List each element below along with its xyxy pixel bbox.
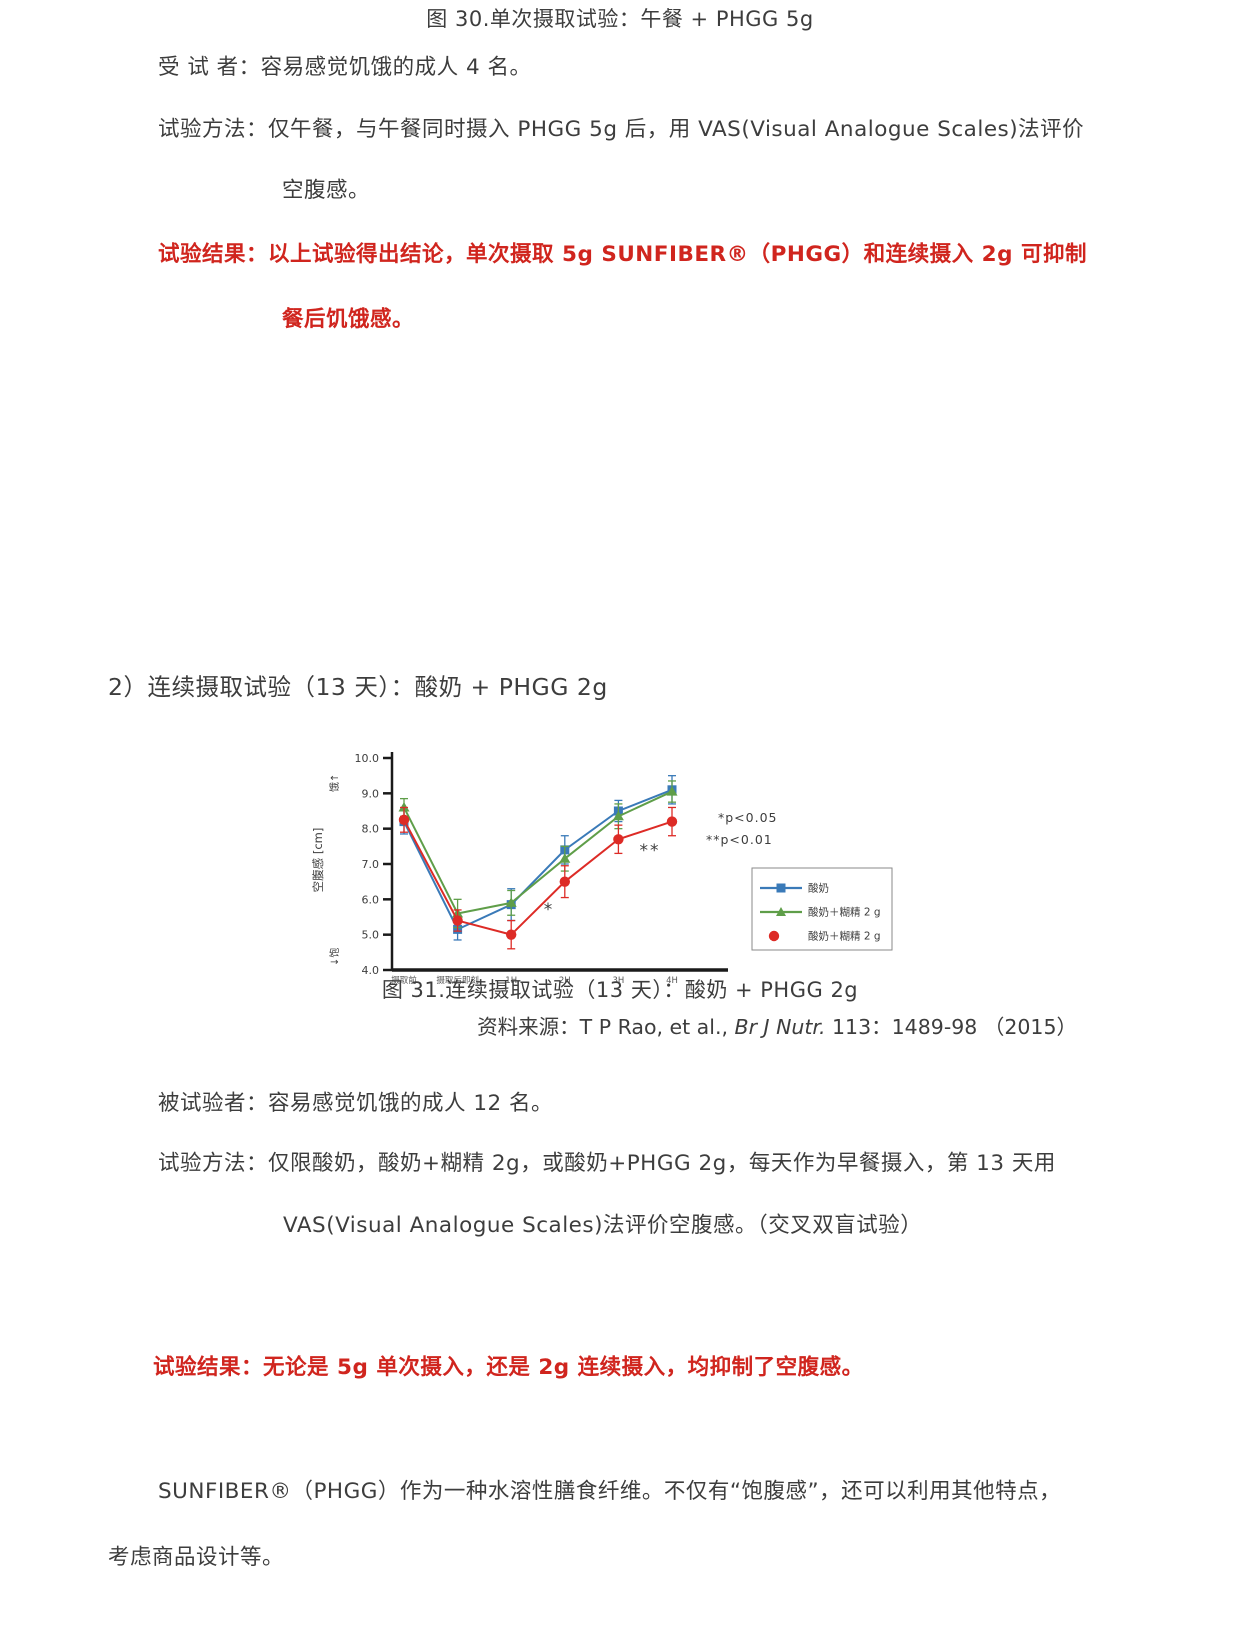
- method2-line1: 仅限酸奶，酸奶+糊精 2g，或酸奶+PHGG 2g，每天作为早餐摄入，第 13 …: [268, 1151, 1056, 1176]
- result1-row: 试验结果：以上试验得出结论，单次摄取 5g SUNFIBER®（PHGG）和连续…: [158, 237, 1087, 268]
- svg-text:8.0: 8.0: [362, 823, 380, 836]
- method2-label: 试验方法：: [158, 1151, 269, 1176]
- subjects1-text: 容易感觉饥饿的成人 4 名。: [260, 55, 532, 80]
- series-1: [398, 780, 678, 929]
- result1-label: 试验结果：: [158, 242, 269, 267]
- source-post: 113：1489-98 （2015）: [825, 1015, 1077, 1039]
- source-line: 资料来源：T P Rao, et al., Br J Nutr. 113：148…: [477, 1010, 1077, 1040]
- closing-line2: 考虑商品设计等。: [108, 1545, 285, 1570]
- svg-text:*: *: [544, 900, 553, 920]
- x-tick-label: 摄取前: [391, 975, 417, 986]
- significance-annotations: *p<0.05**p<0.01***: [544, 810, 778, 920]
- svg-text:6.0: 6.0: [362, 893, 380, 906]
- svg-text:酸奶: 酸奶: [808, 882, 829, 895]
- section2-heading: 2）连续摄取试验（13 天）：酸奶 + PHGG 2g: [108, 673, 608, 701]
- series-2: [398, 806, 678, 950]
- fig31-caption: 图 31.连续摄取试验（13 天）：酸奶 + PHGG 2g: [381, 978, 859, 1002]
- result1-line1: 以上试验得出结论，单次摄取 5g SUNFIBER®（PHGG）和连续摄入 2g…: [268, 242, 1087, 267]
- svg-text:5.0: 5.0: [362, 929, 380, 942]
- result1-line2: 餐后饥饿感。: [282, 307, 415, 332]
- svg-text:7.0: 7.0: [362, 858, 380, 871]
- method1-line1: 仅午餐，与午餐同时摄入 PHGG 5g 后，用 VAS(Visual Analo…: [268, 117, 1085, 142]
- subjects2-text: 容易感觉饥饿的成人 12 名。: [268, 1091, 554, 1116]
- svg-text:**p<0.01: **p<0.01: [706, 832, 773, 847]
- svg-text:饿↑: 饿↑: [329, 774, 341, 792]
- svg-text:空腹感 [cm]: 空腹感 [cm]: [311, 828, 325, 893]
- method1-line2: 空腹感。: [282, 178, 371, 203]
- x-tick-label: 4H: [666, 976, 678, 986]
- subjects2-label: 被试验者：: [158, 1091, 269, 1116]
- closing-line1: SUNFIBER®（PHGG）作为一种水溶性膳食纤维。不仅有“饱腹感”，还可以利…: [158, 1479, 1062, 1504]
- svg-text:4.0: 4.0: [362, 964, 380, 977]
- svg-text:9.0: 9.0: [362, 787, 380, 800]
- axes: 10.0 9.0 8.0 7.0 6.0 5.0 4.0 摄取前 摄取后即刻 1H 2H 3H 4H: [355, 752, 728, 986]
- svg-text:↓饱: ↓饱: [329, 948, 341, 966]
- series-0: [399, 775, 677, 941]
- method1-label: 试验方法：: [158, 117, 269, 142]
- svg-text:酸奶＋糊精 2 g: 酸奶＋糊精 2 g: [808, 906, 881, 919]
- svg-text:**: **: [640, 841, 661, 861]
- svg-text:*p<0.05: *p<0.05: [718, 810, 778, 825]
- y-axis-label: 空腹感 [cm] 饿↑ ↓饱: [311, 774, 341, 966]
- svg-text:酸奶＋糊精 2 g: 酸奶＋糊精 2 g: [808, 930, 881, 943]
- subjects1-row: 受 试 者：容易感觉饥饿的成人 4 名。: [158, 50, 532, 81]
- x-tick-label: 1H: [505, 976, 517, 986]
- x-tick-label: 3H: [612, 976, 624, 986]
- result2-label: 试验结果：: [153, 1355, 264, 1380]
- subjects2-row: 被试验者：容易感觉饥饿的成人 12 名。: [158, 1086, 553, 1117]
- x-tick-label: 摄取后即刻: [436, 975, 479, 986]
- fig31-line-chart: 10.0 9.0 8.0 7.0 6.0 5.0 4.0 摄取前 摄取后即刻 1H 2H 3H 4H 空腹…: [311, 752, 893, 986]
- method1-row: 试验方法：仅午餐，与午餐同时摄入 PHGG 5g 后，用 VAS(Visual …: [158, 112, 1084, 143]
- source-journal: Br J Nutr.: [734, 1015, 826, 1039]
- x-tick-label: 2H: [559, 976, 571, 986]
- result2-text: 无论是 5g 单次摄入，还是 2g 连续摄入，均抑制了空腹感。: [263, 1355, 864, 1380]
- subjects1-label: 受 试 者：: [158, 55, 261, 80]
- method2-line2: VAS(Visual Analogue Scales)法评价空腹感。（交叉双盲试…: [283, 1213, 923, 1238]
- source-pre: T P Rao, et al.,: [579, 1015, 735, 1039]
- svg-text:10.0: 10.0: [355, 752, 380, 765]
- method2-row: 试验方法：仅限酸奶，酸奶+糊精 2g，或酸奶+PHGG 2g，每天作为早餐摄入，…: [158, 1146, 1056, 1177]
- result2-row: 试验结果：无论是 5g 单次摄入，还是 2g 连续摄入，均抑制了空腹感。: [153, 1350, 864, 1381]
- source-label: 资料来源：: [477, 1015, 580, 1039]
- fig30-caption: 图 30.单次摄取试验：午餐 + PHGG 5g: [426, 7, 814, 31]
